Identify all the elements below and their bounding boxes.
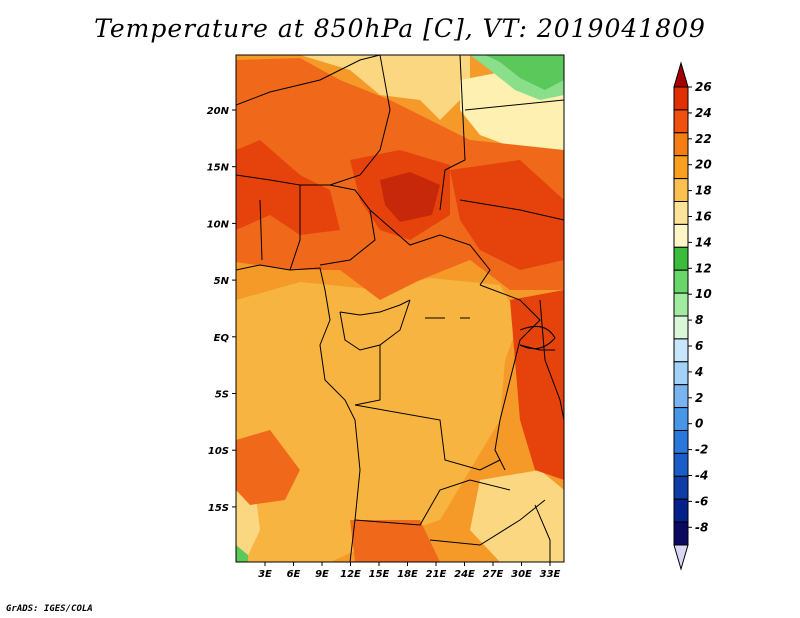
colorbar-segment xyxy=(673,223,689,248)
field-18c-west-coast xyxy=(236,330,350,562)
colorbar-segment xyxy=(673,292,689,317)
colorbar-segment xyxy=(673,452,689,477)
lon-label: 24E xyxy=(454,569,475,580)
border-egypt-sudan xyxy=(464,99,564,111)
colorbar-segment xyxy=(673,338,689,363)
colorbar-label: -6 xyxy=(695,494,708,508)
border-congo-n xyxy=(339,299,411,316)
colorbar-label: 24 xyxy=(695,106,712,120)
grads-credit: GrADS: IGES/COLA xyxy=(6,604,93,614)
field-26c-core xyxy=(380,172,440,222)
lat-label: 15N xyxy=(207,163,230,174)
colorbar-segment xyxy=(673,178,689,203)
lon-label: 33E xyxy=(540,569,561,580)
lon-label: 3E xyxy=(258,569,272,580)
colorbar-segment xyxy=(673,201,689,225)
colorbar-segment xyxy=(673,498,689,523)
colorbar-label: -8 xyxy=(695,520,708,534)
border-car xyxy=(369,209,491,286)
border-zambia-s xyxy=(429,499,546,546)
lon-label: 18E xyxy=(397,569,418,580)
colorbar-segment xyxy=(673,521,689,546)
lon-label: 27E xyxy=(483,569,504,580)
map-title: Temperature at 850hPa [C], VT: 201904180… xyxy=(94,14,706,43)
lon-label: 12E xyxy=(340,569,361,580)
colorbar-label: 6 xyxy=(695,339,703,353)
lat-label: 10N xyxy=(207,219,230,230)
border-angola-drc xyxy=(354,404,501,471)
lake-victoria xyxy=(519,325,556,350)
lat-axis: 20N 15N 10N 5N EQ 5S 10S 15S xyxy=(207,106,236,514)
lat-label: 15S xyxy=(208,503,229,514)
lon-label: 21E xyxy=(426,569,447,580)
colorbar-label: -4 xyxy=(695,469,708,483)
colorbar-segment xyxy=(673,132,689,157)
field-24c-sudan xyxy=(450,160,564,270)
colorbar-segment xyxy=(673,155,689,180)
colorbar-top-arrow xyxy=(673,61,689,88)
colorbar-label: 22 xyxy=(695,132,712,146)
field-green-corner xyxy=(236,545,248,562)
colorbar-label: 16 xyxy=(695,210,712,224)
colorbar-segment xyxy=(673,430,689,454)
lon-label: 9E xyxy=(315,569,329,580)
border-angola-s xyxy=(354,479,511,526)
colorbar-label: 12 xyxy=(695,261,712,275)
colorbar-segment xyxy=(673,384,689,409)
lat-label: 10S xyxy=(208,446,229,457)
lon-label: 6E xyxy=(287,569,301,580)
colorbar-label: 2 xyxy=(695,391,703,405)
colorbar-label: 4 xyxy=(694,365,703,379)
colorbar-label: 0 xyxy=(695,417,703,431)
colorbar-segment xyxy=(673,246,689,271)
field-16c-zambia xyxy=(470,470,564,562)
lake-tanganyika xyxy=(494,419,506,471)
colorbar-segment xyxy=(673,407,689,432)
colorbar-label: 26 xyxy=(695,80,712,94)
colorbar-bottom-arrow xyxy=(673,544,689,571)
field-16c-sahara xyxy=(300,55,470,120)
field-24c-west xyxy=(236,140,340,235)
border-congo-s xyxy=(354,345,381,406)
colorbar-label: 10 xyxy=(695,287,712,301)
border-niger-chad xyxy=(329,55,391,186)
lat-label: 5N xyxy=(214,276,230,287)
field-22c-angola xyxy=(236,430,300,505)
map-frame xyxy=(235,54,565,563)
colorbar-segment xyxy=(673,269,689,294)
colorbar-segment xyxy=(673,361,689,386)
field-12c-delta xyxy=(485,55,564,90)
lat-label: 5S xyxy=(215,390,229,401)
lat-label: 20N xyxy=(207,106,230,117)
lat-label: EQ xyxy=(214,333,230,344)
border-sudan-ss xyxy=(459,199,564,221)
colorbar-segment xyxy=(673,475,689,500)
border-gabon xyxy=(339,299,411,351)
colorbar-label: 18 xyxy=(695,184,712,198)
field-22c-south xyxy=(350,520,440,562)
borders xyxy=(236,55,564,562)
colorbar-label: 8 xyxy=(695,313,703,327)
border-mozambique xyxy=(534,504,551,562)
colorbar-label: 14 xyxy=(695,235,712,249)
lon-axis: 3E 6E 9E 12E 15E 18E 21E 24E 27E 30E 33E xyxy=(258,562,561,580)
temperature-field xyxy=(236,55,564,562)
border-chad-sudan xyxy=(439,55,466,211)
colorbar-label: 20 xyxy=(695,158,712,172)
border-togo xyxy=(259,199,263,261)
border-drc-east xyxy=(479,284,541,421)
field-24c-east xyxy=(510,290,564,480)
lon-label: 15E xyxy=(369,569,390,580)
colorbar-segment xyxy=(673,315,689,340)
border-lake-east xyxy=(539,299,564,421)
colorbar-segment xyxy=(673,109,689,134)
lon-label: 30E xyxy=(511,569,532,580)
border-mali xyxy=(236,55,381,106)
border-benin xyxy=(236,174,301,271)
colorbar-segment xyxy=(673,86,689,111)
border-rwanda xyxy=(519,344,555,351)
colorbar-label: -2 xyxy=(695,443,708,457)
